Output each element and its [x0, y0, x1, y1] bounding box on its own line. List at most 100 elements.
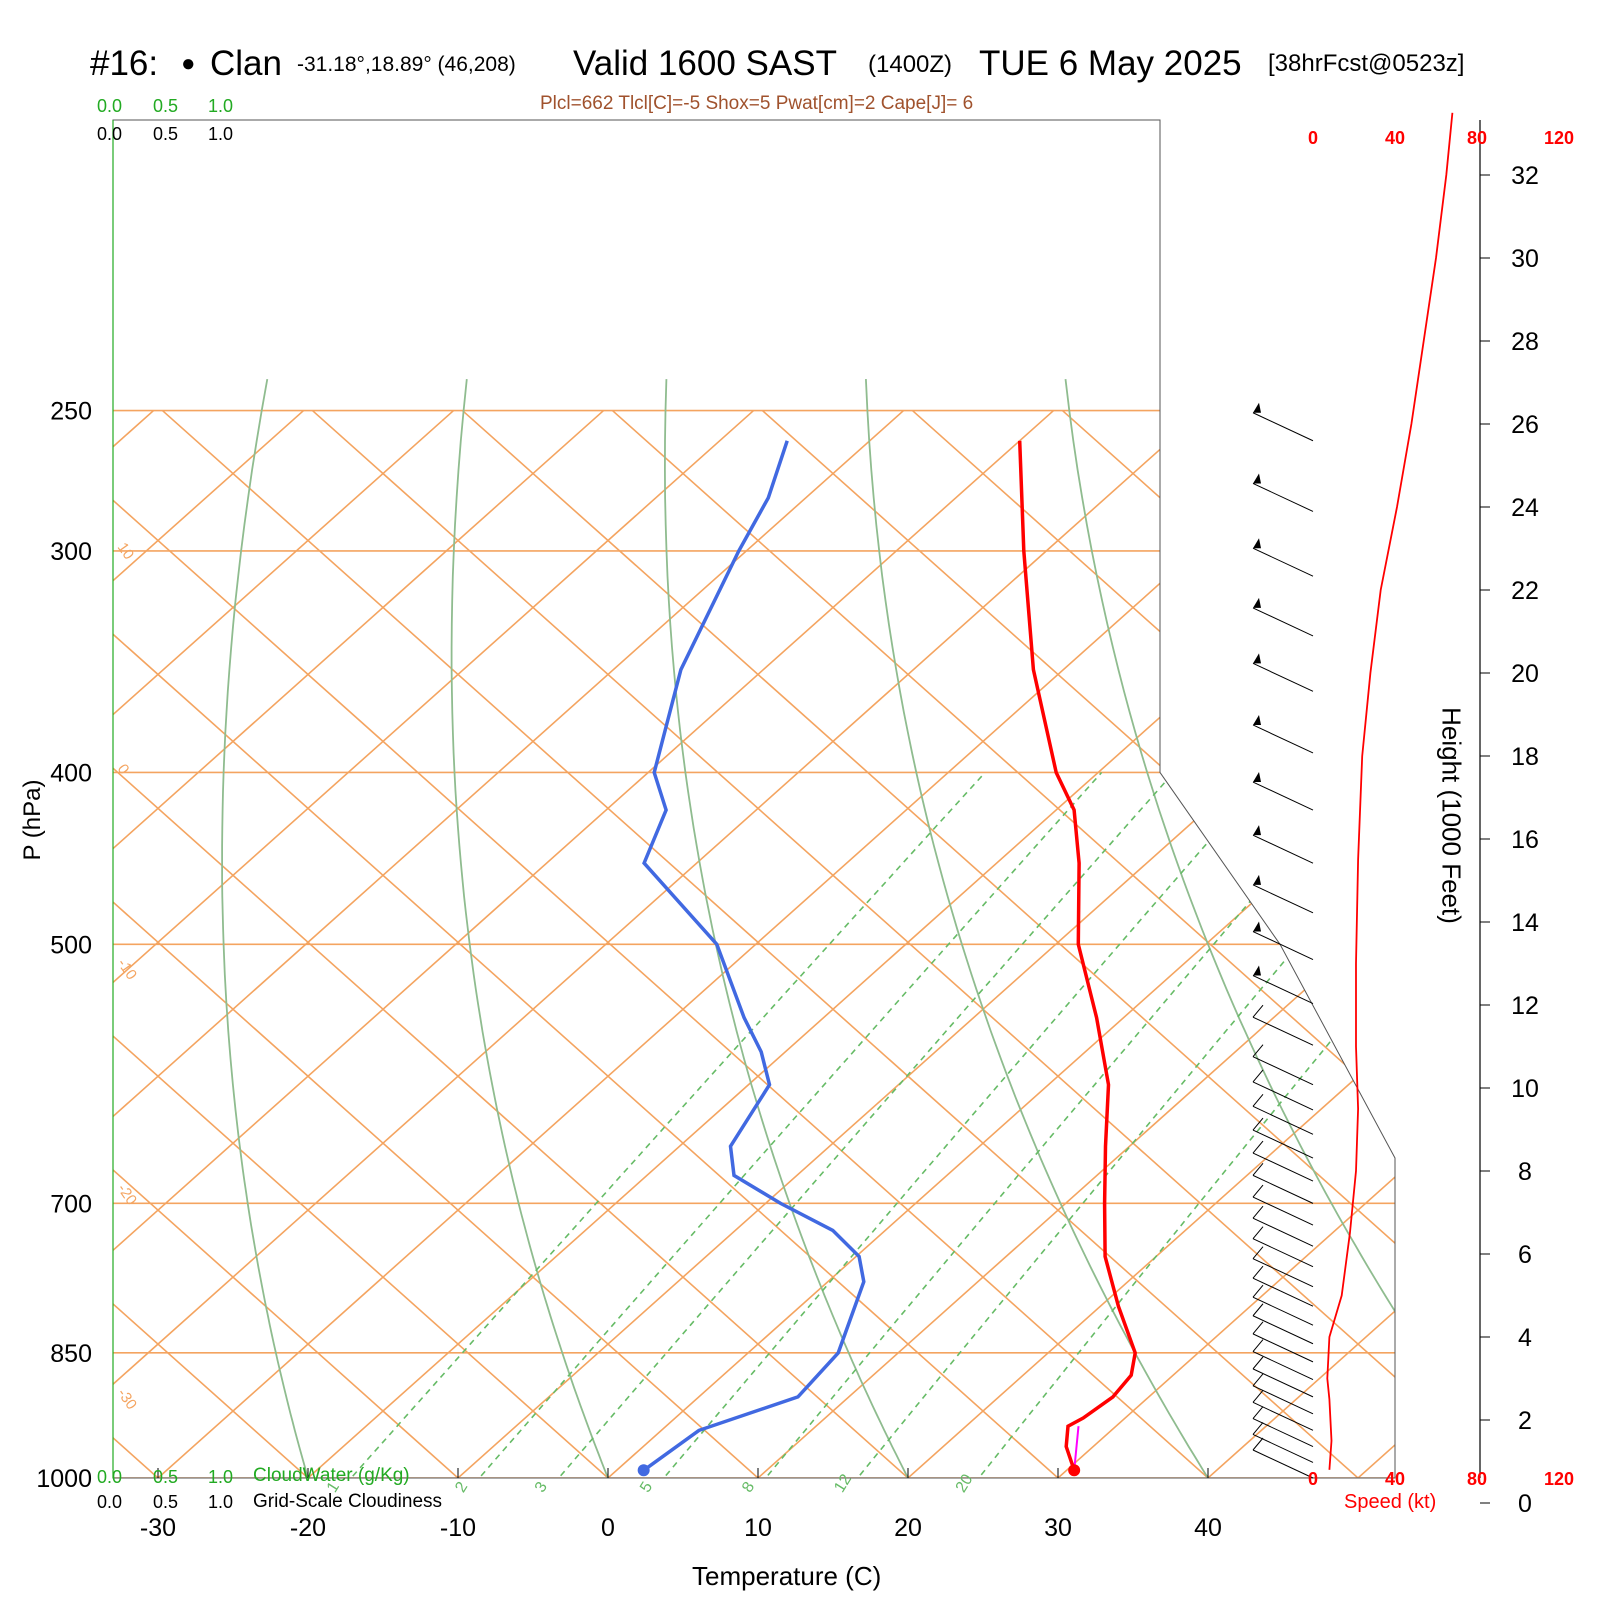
wind-barb-feather [1252, 1422, 1264, 1435]
station-dot-icon: ● [181, 50, 196, 77]
wind-barb [1252, 781, 1314, 811]
cloudwater-scale-bottom-1: 1.0 [208, 1467, 234, 1487]
crosshatch-line [911, 409, 1395, 1478]
wind-barb-feather [1252, 1321, 1264, 1335]
pressure-tick-label: 1000 [36, 1465, 92, 1493]
wind-barb [1252, 1238, 1314, 1268]
isotherm-line [731, 409, 1395, 1478]
isotherm-left-label: -30 [114, 1385, 140, 1413]
crosshatch-line [113, 409, 935, 1478]
height-tick-label: 28 [1511, 328, 1539, 356]
axes: -30 -20 -10 0 10 20 30 402503004005007008501000… [36, 120, 1574, 1542]
x-tick-label: 20 [894, 1514, 922, 1542]
station-coords: -31.18°,18.89° (46,208) [297, 53, 516, 76]
height-tick-label: 20 [1511, 660, 1539, 688]
height-tick-label: 16 [1511, 826, 1539, 854]
zulu-time: (1400Z) [868, 51, 953, 78]
wind-barb [1252, 1418, 1314, 1448]
mixing-ratio-label: 3 [532, 1479, 551, 1496]
wind-barb [1252, 931, 1314, 960]
wind-barb [1252, 724, 1314, 754]
cloudiness-scale-bottom-0: 0.0 [97, 1492, 123, 1512]
wind-barb-feather [1252, 1303, 1264, 1317]
speed-tick-top: 0 [1308, 128, 1318, 148]
crosshatch-line [113, 409, 785, 1478]
pressure-tick-label: 500 [50, 931, 92, 959]
wind-barb-flag [1253, 825, 1261, 836]
dewpoint-line [642, 440, 866, 1472]
wind-barb [1252, 1385, 1314, 1415]
isotherm-line [0, 411, 4, 1501]
wind-barb [1252, 884, 1314, 914]
cloudiness-scale-top-0: 0.0 [97, 124, 123, 144]
wind-barb [1252, 1433, 1314, 1463]
crosshatch-line [113, 409, 1085, 1478]
mixing-ratio-line [330, 771, 986, 1478]
wind-barb [1252, 1152, 1314, 1182]
mixing-ratio-line [538, 771, 1175, 1478]
speed-tick-bottom: 0 [1308, 1469, 1318, 1489]
x-tick-label: 40 [1194, 1514, 1222, 1542]
wind-barb [1252, 1196, 1314, 1226]
isotherm-line [581, 409, 1395, 1478]
cloudiness-label: Grid-Scale Cloudiness [253, 1491, 443, 1512]
speed-tick-bottom: 120 [1544, 1469, 1574, 1489]
wind-barb-flag [1253, 538, 1261, 549]
speed-axis-title: Speed (kt) [1344, 1491, 1437, 1513]
surface-temperature-dot [1068, 1464, 1081, 1477]
dry-adiabat [450, 379, 625, 1478]
mixing-ratio-label: 2 [452, 1479, 471, 1496]
wind-barb [1252, 482, 1314, 512]
wind-barb [1252, 1174, 1314, 1204]
height-tick-label: 30 [1511, 245, 1539, 273]
mixing-ratio-line [746, 771, 1362, 1478]
cloudiness-scale-top-1: 1.0 [208, 124, 234, 144]
wind-barb-feather [1252, 1356, 1264, 1370]
isotherm-line [113, 409, 455, 1478]
wind-barb [1252, 1449, 1314, 1479]
wind-barb [1252, 1277, 1314, 1307]
valid-time: Valid 1600 SAST [573, 44, 837, 83]
cloudiness-scale-bottom-05: 0.5 [153, 1492, 179, 1512]
height-tick-label: 4 [1518, 1324, 1532, 1352]
isotherm-left-label: 10 [114, 539, 137, 562]
crosshatch-line [113, 409, 635, 1478]
mixing-ratio-label: 20 [953, 1471, 977, 1495]
mixing-ratio-label: 8 [739, 1479, 758, 1496]
wind-barb [1252, 1217, 1314, 1247]
cloudwater-label: CloudWater (g/Kg) [253, 1465, 410, 1486]
wind-barb-feather [1252, 1094, 1264, 1107]
speed-tick-top: 80 [1467, 128, 1487, 148]
wind-barb-feather [1252, 1117, 1264, 1131]
wind-barb-feather [1252, 1069, 1264, 1083]
crosshatch-line [113, 409, 335, 1478]
isotherm-line [113, 409, 905, 1478]
wind-barb-feather [1252, 1205, 1264, 1219]
parcel-line [1073, 1426, 1080, 1471]
crosshatch-line [611, 409, 1395, 1478]
valid-date: TUE 6 May 2025 [979, 44, 1242, 83]
wind-barb [1252, 1081, 1314, 1111]
wind-barb-feather [1252, 1184, 1264, 1198]
cloudiness-scale-bottom-1: 1.0 [208, 1492, 234, 1512]
wind-barb-flag [1253, 402, 1261, 413]
wind-barb-feather [1252, 1265, 1264, 1279]
wind-barb [1252, 1105, 1314, 1135]
isotherm-line [113, 409, 305, 1478]
height-tick-label: 12 [1511, 992, 1539, 1020]
wind-barb [1252, 1315, 1314, 1345]
isotherm-left-label: -20 [114, 1181, 140, 1209]
height-tick-label: 10 [1511, 1075, 1539, 1103]
crosshatch-line [113, 409, 485, 1478]
station-name: Clan [210, 44, 282, 83]
height-tick-label: 2 [1518, 1407, 1532, 1435]
cloudwater-scale-top-05: 0.5 [153, 96, 179, 116]
isotherm-line [881, 409, 1395, 1478]
x-tick-label: 0 [601, 1514, 615, 1542]
speed-tick-top: 120 [1544, 128, 1574, 148]
wind-barb-flag [1253, 874, 1261, 885]
mixing-ratio-label: 5 [637, 1479, 656, 1496]
isotherm-line [1331, 409, 1395, 1478]
cloudiness-scale-top-05: 0.5 [153, 124, 179, 144]
